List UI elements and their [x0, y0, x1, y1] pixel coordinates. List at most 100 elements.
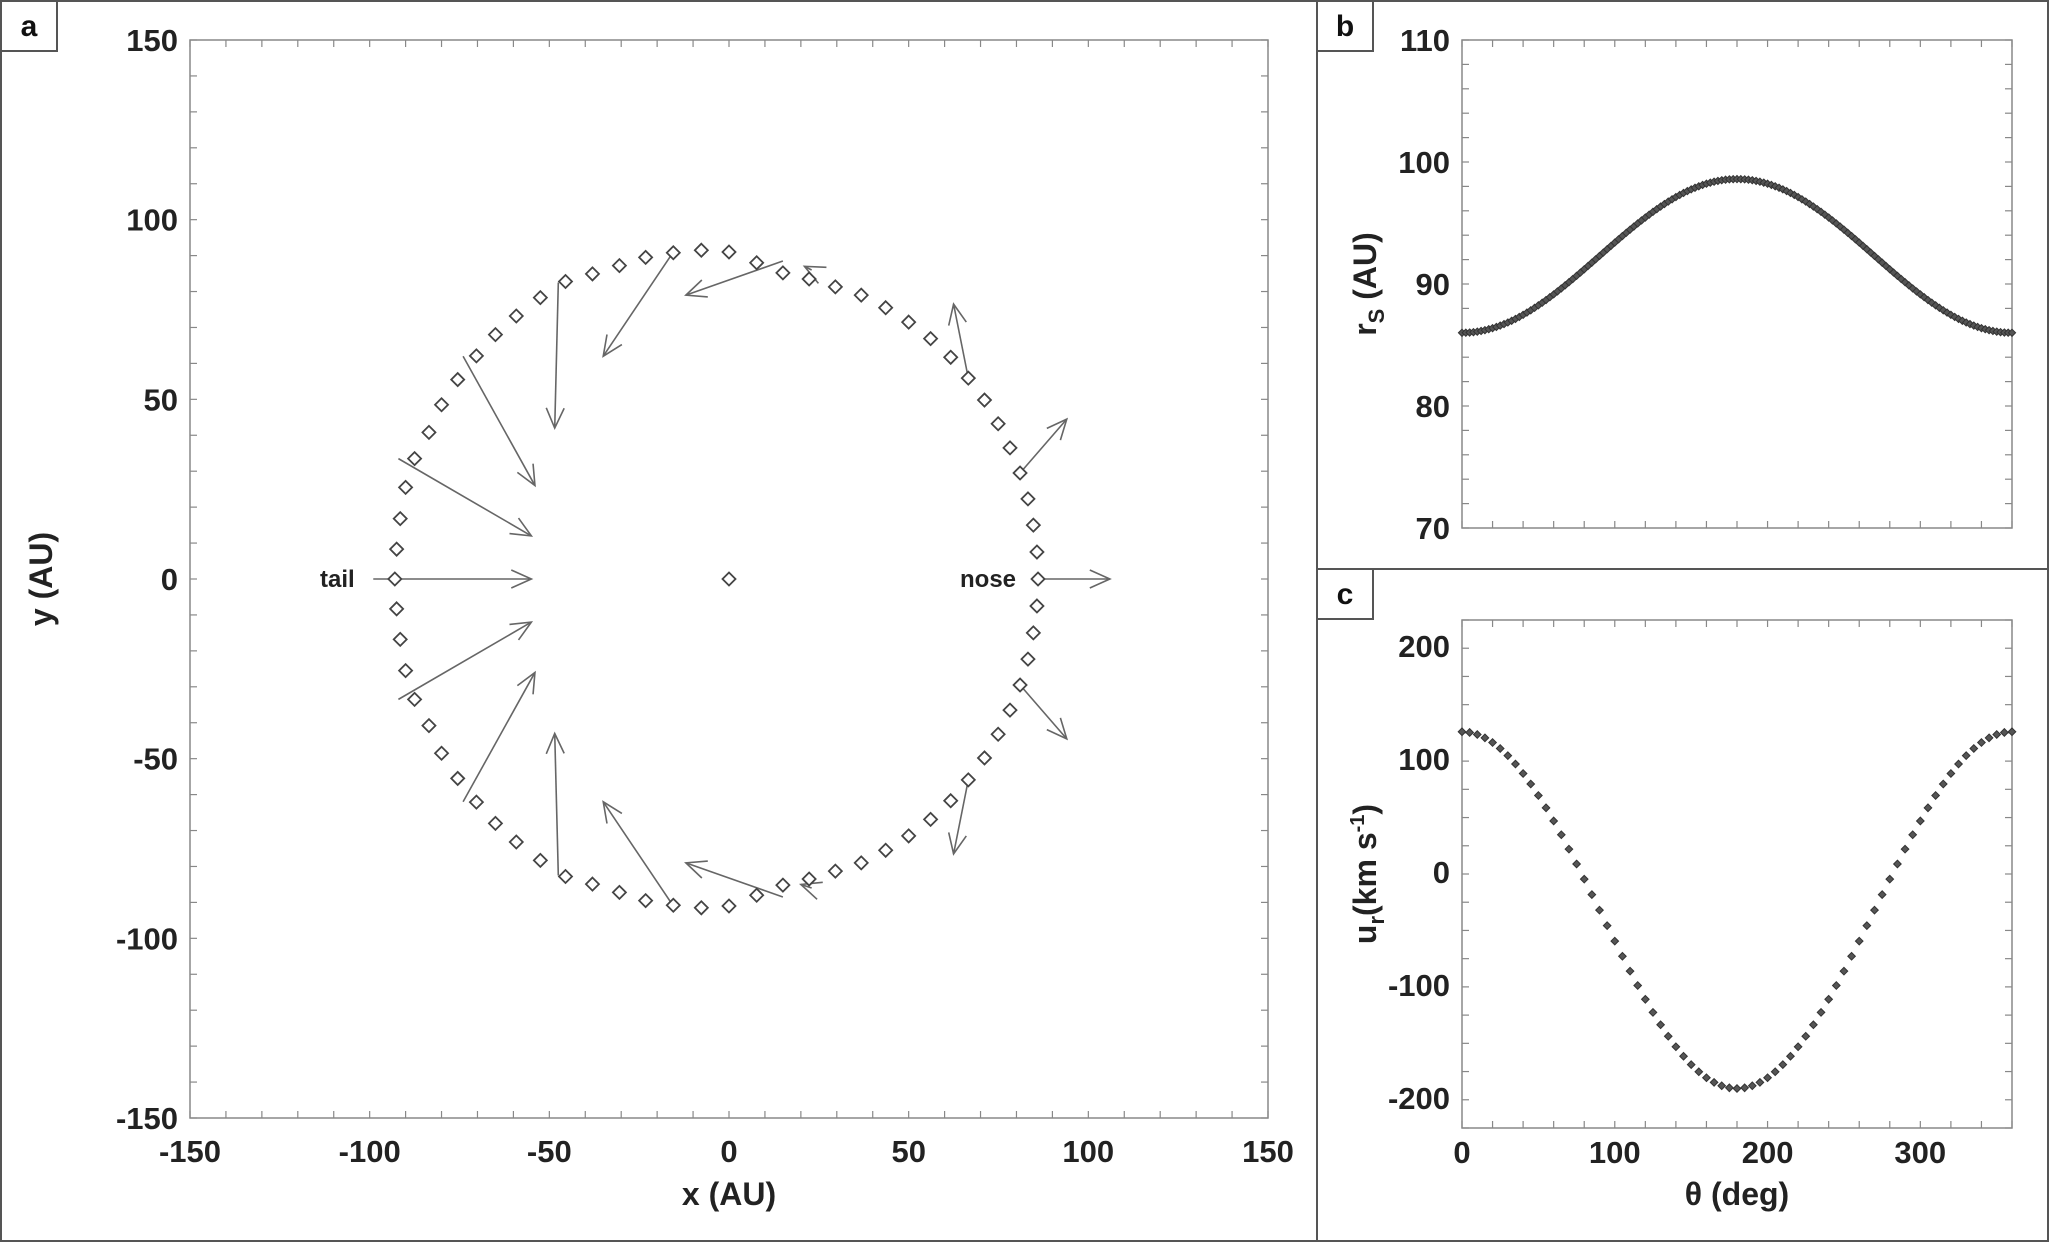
- ur-point: [1747, 1081, 1757, 1091]
- panel-b-ytick-label: 110: [1400, 23, 1450, 58]
- shock-point: [1029, 544, 1045, 560]
- ur-point: [1602, 921, 1612, 931]
- shock-point: [900, 828, 917, 844]
- shock-point: [775, 265, 791, 281]
- shock-point: [976, 750, 993, 766]
- velocity-arrow-shaft: [553, 282, 560, 429]
- panel-a-ytick-label: 100: [126, 203, 178, 238]
- velocity-arrow-head: [684, 279, 708, 298]
- ur-point: [1839, 966, 1849, 976]
- shock-point: [942, 792, 959, 809]
- shock-point: [468, 348, 485, 364]
- ur-point: [1480, 733, 1490, 743]
- panel-a-xtick-label: -100: [339, 1134, 401, 1169]
- ur-point: [1663, 1031, 1673, 1041]
- panel-c-ytick-label: 0: [1433, 855, 1450, 890]
- panel-a-frame: [0, 0, 1318, 1242]
- velocity-arrow-head: [1046, 417, 1069, 441]
- shock-point: [721, 898, 737, 914]
- shock-point: [557, 868, 574, 885]
- panel-a-shock-points: [387, 242, 1046, 916]
- shock-point: [1012, 465, 1028, 481]
- shock-point: [532, 852, 549, 869]
- shock-point: [637, 892, 654, 909]
- velocity-arrow-head: [516, 463, 536, 488]
- ur-point: [1862, 921, 1872, 931]
- panel-c-ylabel-sup: -1: [1347, 815, 1369, 833]
- shock-point: [397, 662, 414, 679]
- panel-c-ytick-label: 100: [1398, 742, 1450, 777]
- panel-a-xlabel: x (AU): [682, 1176, 776, 1212]
- shock-point: [392, 510, 408, 527]
- ur-point: [1869, 905, 1880, 915]
- ur-point: [1969, 743, 1979, 753]
- velocity-arrow-head: [509, 621, 534, 641]
- panel-a-ticks: [189, 39, 1269, 1119]
- panel-c-xtick-label: 0: [1453, 1135, 1470, 1170]
- panel-c-ylabel-end: ): [1347, 804, 1383, 815]
- ur-point: [1694, 1067, 1704, 1077]
- ur-point: [1793, 1042, 1803, 1052]
- shock-point: [487, 326, 504, 343]
- shock-point: [388, 541, 405, 557]
- ur-point: [1808, 1020, 1818, 1030]
- panel-c-ytick-label: 200: [1398, 629, 1450, 664]
- shock-point: [1020, 491, 1036, 507]
- shock-point: [508, 834, 525, 850]
- velocity-arrow-head: [516, 670, 536, 695]
- ur-point: [1671, 1042, 1681, 1052]
- ur-point: [1610, 936, 1620, 946]
- ur-point: [1915, 816, 1925, 826]
- panel-b-ylabel-main: r: [1347, 323, 1383, 335]
- shock-point: [557, 273, 574, 290]
- ur-point: [1625, 966, 1635, 976]
- panel-c-letter-box: [1316, 568, 1374, 620]
- ur-point: [1755, 1077, 1765, 1087]
- panel-c-plot: 0 100 200 300 200 100 0 -100 -200 θ (deg…: [1347, 619, 2017, 1212]
- shock-point: [468, 794, 485, 810]
- ur-point: [1801, 1031, 1811, 1041]
- ur-point: [1999, 727, 2009, 737]
- shock-point: [922, 811, 939, 828]
- panel-b-points: [1457, 174, 2017, 338]
- panel-b-letter: b: [1336, 10, 1354, 43]
- velocity-arrow-head: [545, 731, 565, 755]
- shock-point: [584, 266, 601, 282]
- panel-b-ylabel-units: (AU): [1347, 232, 1383, 308]
- ur-point: [1992, 729, 2002, 739]
- panel-c-ylabel-main: u: [1347, 925, 1383, 945]
- velocity-arrow-shaft: [1019, 418, 1068, 474]
- shock-point: [922, 330, 939, 347]
- shock-point: [877, 842, 894, 859]
- velocity-arrow-shaft: [1019, 684, 1068, 740]
- rs-point: [1793, 192, 1803, 202]
- shock-point: [1002, 702, 1018, 718]
- panel-c-points: [1457, 727, 2017, 1093]
- panel-a-xtick-label: 100: [1062, 1134, 1114, 1169]
- velocity-arrow-head: [510, 569, 534, 589]
- shock-point: [406, 691, 423, 708]
- shock-point: [611, 257, 628, 274]
- ur-point: [1900, 844, 1910, 854]
- shock-point: [801, 871, 817, 887]
- shock-point: [748, 887, 765, 903]
- panel-a-letter-box: [0, 0, 58, 52]
- shock-point: [960, 772, 977, 788]
- panel-b-letter-box: [1316, 0, 1374, 52]
- ur-point: [1831, 980, 1841, 991]
- ur-point: [1976, 738, 1986, 748]
- velocity-arrow-shaft: [398, 621, 532, 701]
- ur-point: [1892, 859, 1902, 869]
- ur-point: [1465, 727, 1475, 737]
- ur-point: [1732, 1083, 1742, 1093]
- shock-point: [1025, 625, 1042, 641]
- shock-point: [637, 249, 654, 266]
- panel-b-ticks: [1461, 39, 2013, 529]
- ur-point: [1572, 859, 1582, 869]
- velocity-arrow-shaft: [398, 457, 532, 537]
- velocity-arrow-shaft: [685, 260, 784, 296]
- panel-a-velocity-arrows: [373, 251, 1112, 907]
- shock-point: [449, 770, 466, 787]
- ur-point: [1541, 803, 1551, 813]
